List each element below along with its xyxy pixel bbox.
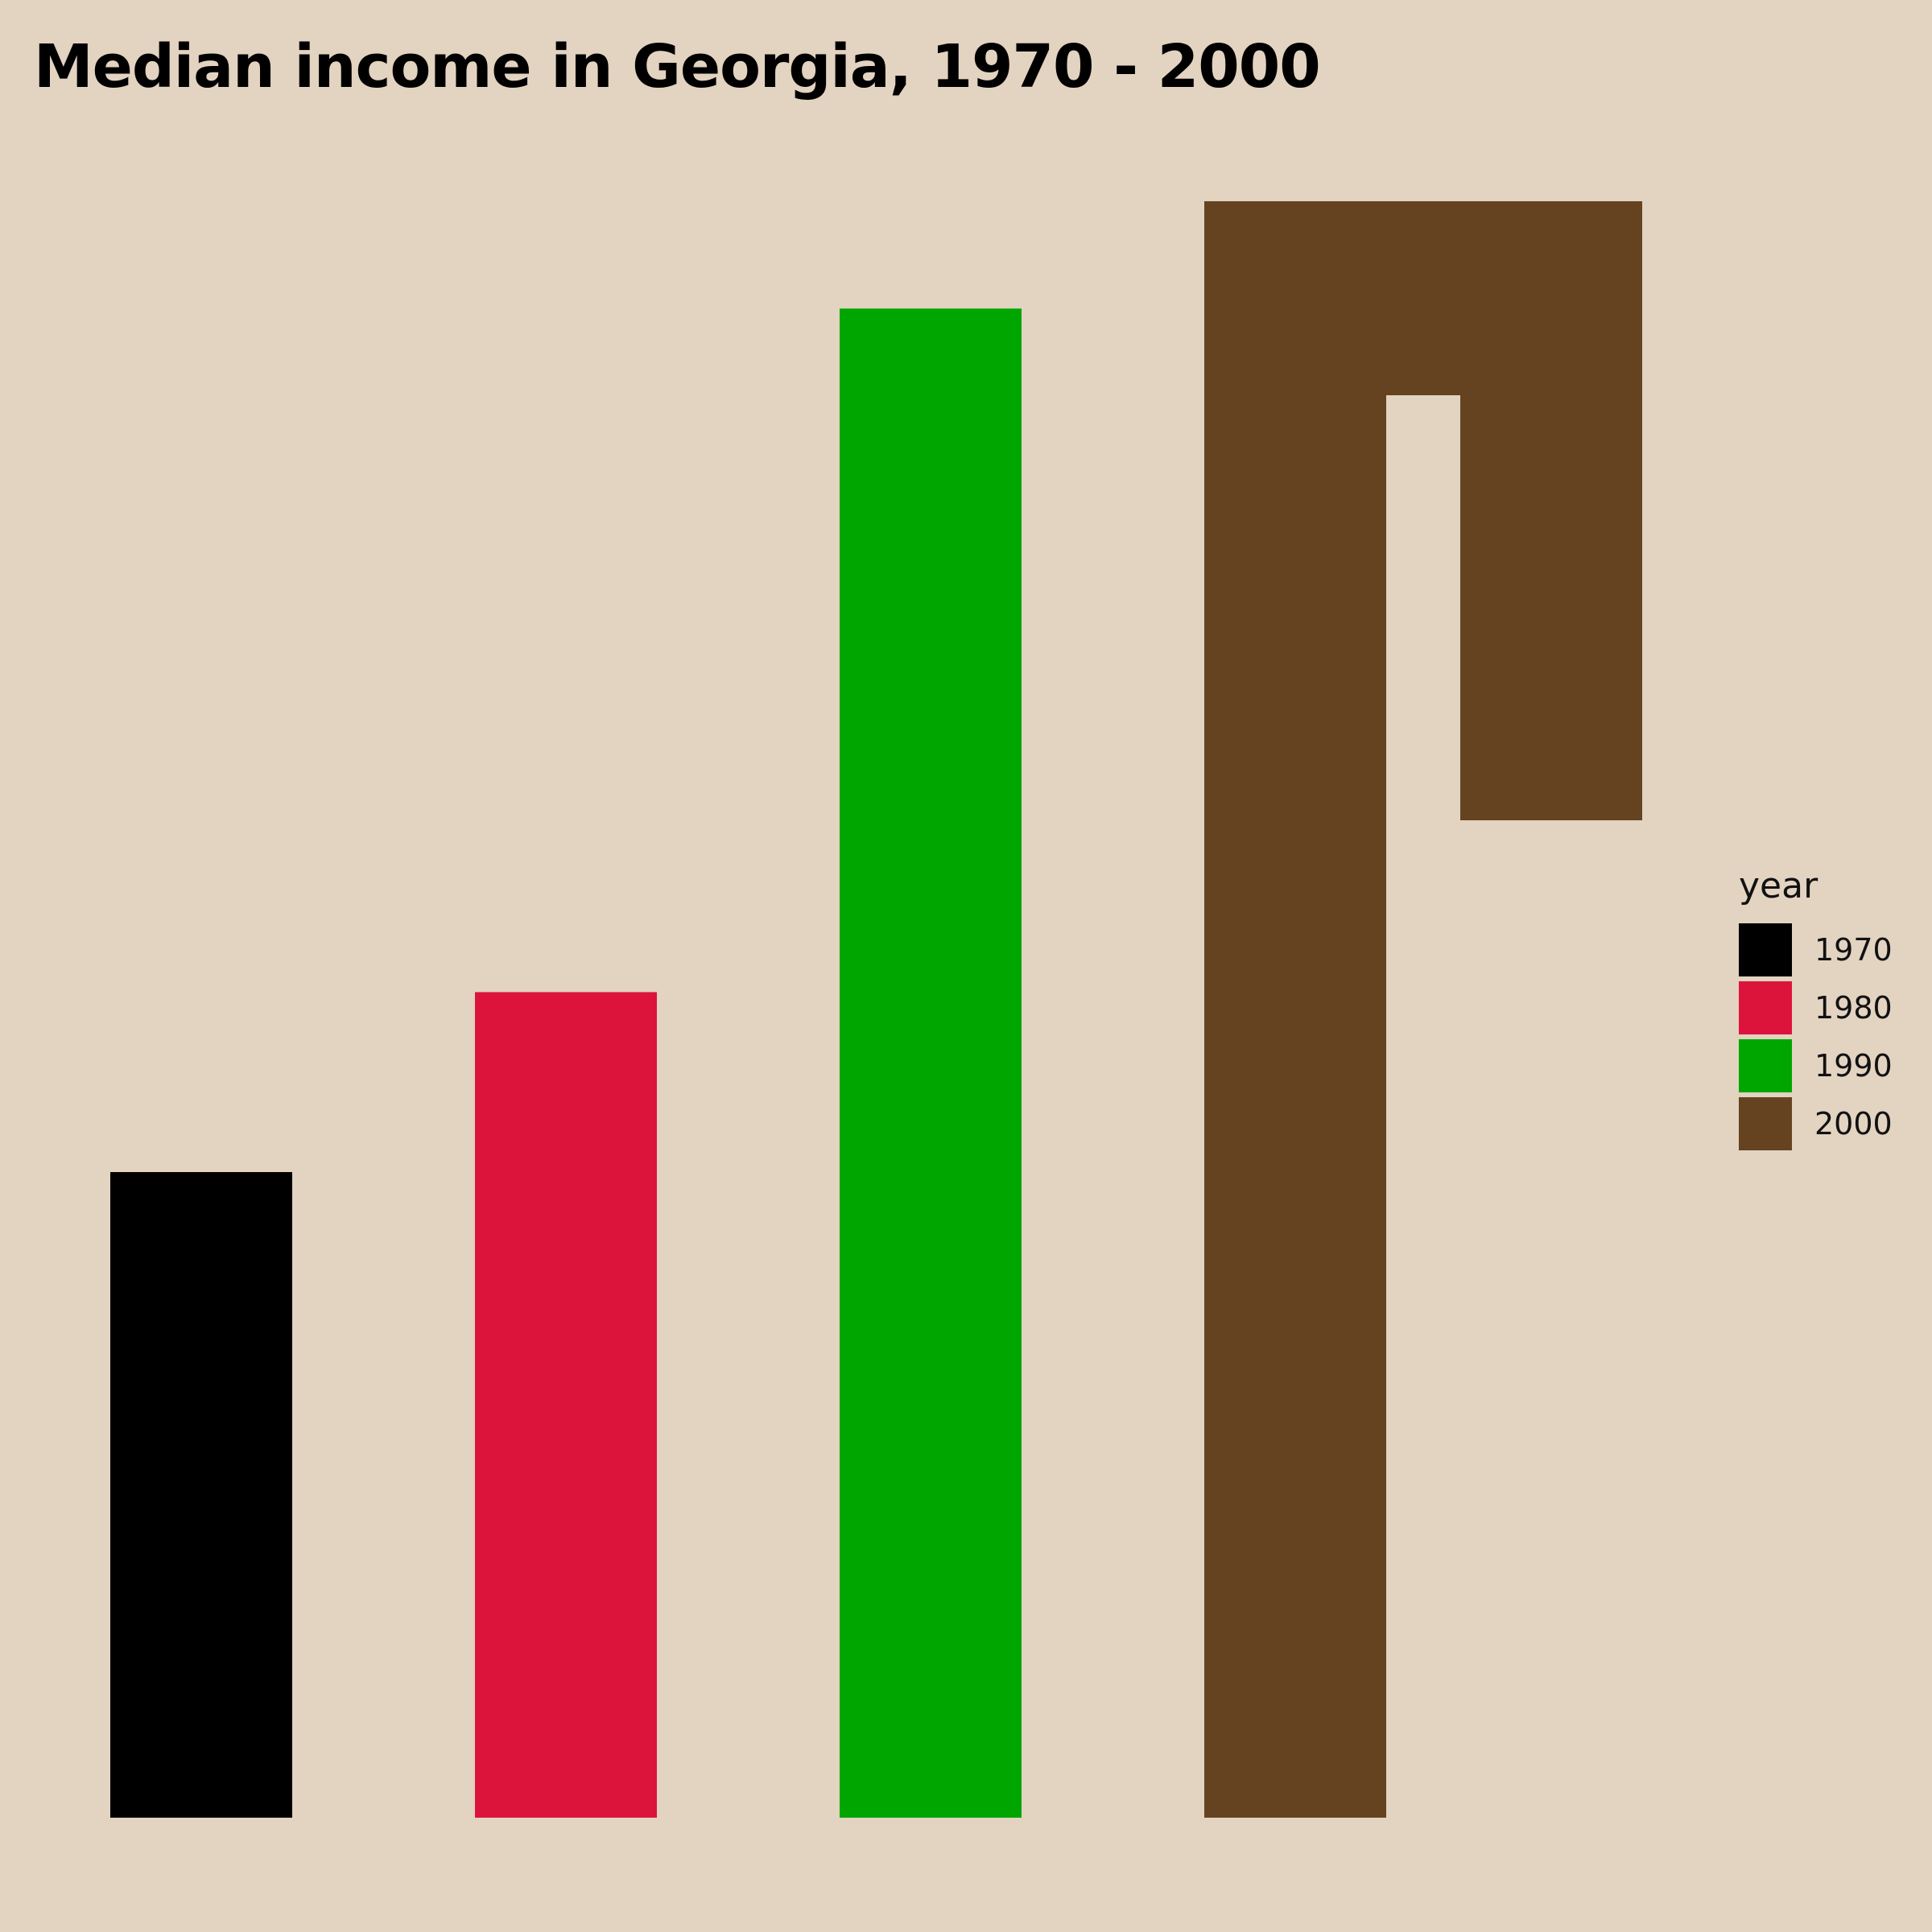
legend-label-1980: 1980	[1814, 990, 1893, 1026]
legend-swatch-1970	[1739, 923, 1792, 976]
legend-label-2000: 2000	[1814, 1106, 1893, 1141]
legend-swatch-2000	[1739, 1097, 1792, 1150]
chart-title: Median income in Georgia, 1970 - 2000	[34, 32, 1321, 101]
legend-item-2000: 2000	[1739, 1095, 1893, 1153]
legend-items: 1970 1980 1990 2000	[1739, 921, 1893, 1153]
legend-swatch-1990	[1739, 1039, 1792, 1092]
legend-item-1980: 1980	[1739, 979, 1893, 1037]
bar-1970	[110, 1172, 292, 1818]
bar-1980	[475, 992, 657, 1818]
legend-label-1970: 1970	[1814, 932, 1893, 968]
bar-2000	[1204, 201, 1642, 1818]
legend-swatch-1980	[1739, 981, 1792, 1034]
legend-item-1990: 1990	[1739, 1037, 1893, 1095]
legend-title: year	[1739, 865, 1818, 906]
legend: year 1970 1980 1990 2000	[1739, 861, 1893, 1153]
legend-item-1970: 1970	[1739, 921, 1893, 979]
legend-label-1990: 1990	[1814, 1048, 1893, 1084]
bar-1990	[840, 308, 1022, 1818]
